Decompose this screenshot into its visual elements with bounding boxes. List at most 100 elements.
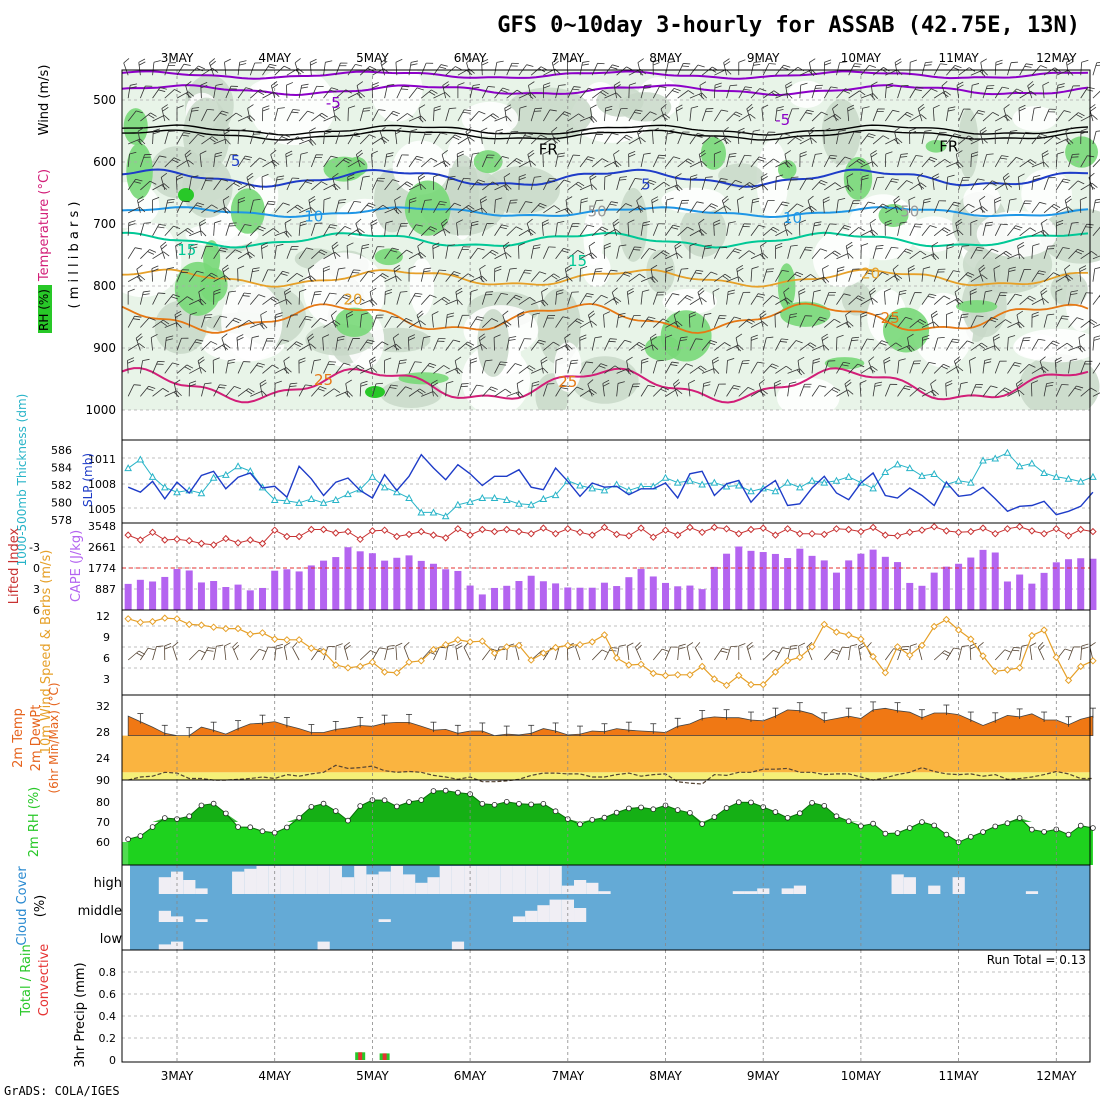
- wind-barb: [149, 180, 157, 185]
- surface-wind-barb: [555, 646, 560, 661]
- wind-barb: [726, 179, 736, 191]
- wind-barb: [201, 341, 212, 351]
- thickness-point: [905, 464, 914, 472]
- wind-barb: [286, 383, 291, 397]
- wind-barb: [565, 196, 573, 201]
- wind-barb: [335, 115, 341, 122]
- wind-barb: [127, 275, 140, 283]
- wind-barb: [982, 360, 986, 374]
- pressure-tick: 800: [93, 279, 116, 293]
- wind-barb: [1043, 298, 1049, 304]
- wind-barb: [579, 199, 582, 213]
- rh-moist-region: [374, 248, 403, 266]
- wind-barb: [909, 292, 915, 305]
- wind-barb: [133, 318, 141, 321]
- wind-barb: [616, 134, 627, 145]
- wind-barb: [542, 150, 550, 155]
- wind-barb: [213, 384, 220, 397]
- surface-wind-barb: [343, 642, 350, 647]
- wind-barb: [533, 247, 541, 250]
- li-point: [893, 532, 902, 540]
- wind-barb: [616, 383, 619, 397]
- wind-barb: [723, 62, 727, 76]
- wind-barb: [897, 345, 910, 351]
- wind-barb: [773, 158, 780, 163]
- wind-barb: [681, 268, 689, 270]
- wind-speed-point: [136, 618, 145, 627]
- rh-moist-region: [824, 357, 865, 370]
- wind-barb: [747, 386, 755, 391]
- wind-barb: [589, 173, 596, 178]
- wind-barb: [127, 179, 136, 191]
- wind-barb: [896, 137, 903, 144]
- rh-moist-region: [925, 140, 947, 153]
- wind-barb: [946, 338, 954, 351]
- wind-barb: [372, 315, 378, 328]
- wind-barb: [665, 293, 673, 305]
- wind-barb: [1066, 62, 1069, 76]
- wind-barb: [191, 175, 199, 178]
- wind-barb: [713, 222, 721, 227]
- wind-barb: [1025, 131, 1033, 134]
- li-point: [1089, 527, 1097, 536]
- wind-barb: [698, 290, 705, 296]
- wind-barb: [914, 226, 922, 228]
- wind-barb: [994, 345, 1001, 352]
- wind-barb: [628, 273, 640, 282]
- thickness-point: [392, 488, 401, 496]
- wind-barb: [395, 58, 403, 63]
- thickness-point: [405, 493, 413, 502]
- wind-barb: [273, 91, 280, 97]
- wind-barb: [188, 202, 198, 214]
- wind-barb: [650, 264, 658, 270]
- wind-barb: [686, 295, 694, 299]
- wind-barb: [585, 295, 593, 298]
- wind-barb: [799, 109, 808, 122]
- wind-barb: [567, 292, 573, 305]
- wind-barb: [530, 271, 540, 282]
- wind-barb: [920, 182, 927, 188]
- wind-barb: [245, 389, 253, 395]
- wind-barb: [884, 178, 893, 191]
- wind-barb: [1019, 90, 1031, 99]
- wind-barb: [225, 317, 236, 328]
- wind-barb: [787, 271, 797, 282]
- li-point: [393, 532, 401, 541]
- wind-barb: [1001, 155, 1009, 157]
- wind-speed-point: [1028, 631, 1036, 640]
- wind-barb: [503, 177, 508, 190]
- li-point: [1015, 522, 1024, 531]
- wind-barb: [580, 200, 588, 204]
- wind-barb: [604, 108, 606, 122]
- wind-barb: [408, 199, 411, 213]
- wind-barb: [1068, 154, 1073, 168]
- wind-barb: [164, 131, 169, 145]
- wind-barb: [640, 248, 650, 259]
- wind-speed-point: [954, 626, 963, 634]
- cape-bar: [674, 586, 682, 610]
- wind-barb: [237, 131, 240, 145]
- wind-barb: [323, 292, 331, 305]
- surface-wind-barb: [136, 652, 143, 657]
- wind-barb: [557, 220, 565, 224]
- wind-barb: [897, 154, 902, 168]
- surface-wind-barb: [626, 642, 634, 647]
- wind-barb: [563, 179, 571, 183]
- wind-barb: [689, 365, 701, 374]
- thickness-point: [551, 491, 560, 499]
- wind-barb: [1039, 356, 1046, 362]
- wind-barb: [1016, 379, 1023, 385]
- date-label-top: 11MAY: [938, 51, 979, 65]
- wind-barb: [405, 386, 413, 390]
- wind-barb: [150, 337, 153, 351]
- thickness-point: [869, 484, 877, 492]
- wind-barb: [494, 320, 506, 328]
- wind-barb: [616, 339, 625, 351]
- rh-point: [125, 836, 131, 842]
- wind-barb: [601, 158, 609, 163]
- wind-barb: [183, 132, 191, 135]
- wind-barb: [262, 338, 268, 351]
- wind-barb: [652, 344, 659, 350]
- wind-barb: [884, 85, 887, 99]
- wind-barb: [286, 367, 292, 373]
